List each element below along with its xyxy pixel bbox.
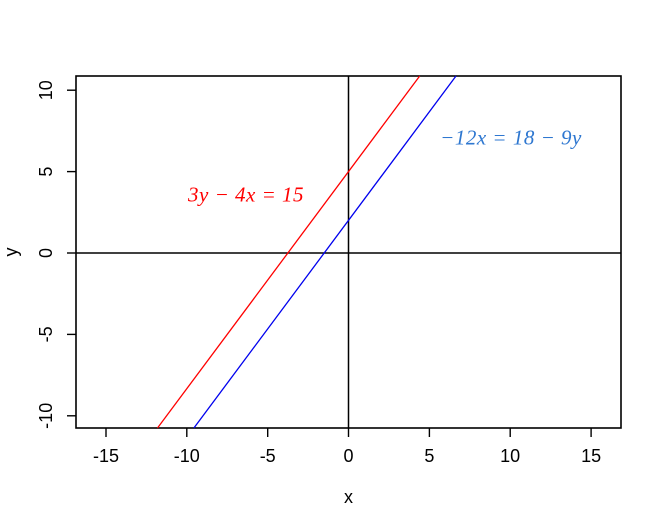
blue-line-12x-18-9y: [193, 75, 457, 429]
x-tick-label: 5: [424, 446, 434, 466]
x-axis-tick-labels: -15 -10 -5 0 5 10 15: [93, 446, 601, 466]
x-tick-label: 15: [581, 446, 601, 466]
y-tick-label: -5: [36, 326, 56, 342]
x-axis-ticks: [105, 428, 592, 437]
y-axis-title: y: [1, 248, 21, 257]
red-equation-label: 3y − 4x = 15: [188, 182, 304, 207]
blue-equation-label: −12x = 18 − 9y: [440, 125, 582, 150]
x-tick-label: -10: [174, 446, 200, 466]
x-axis-title: x: [344, 487, 353, 507]
y-axis-ticks: [67, 89, 76, 417]
x-tick-label: -15: [93, 446, 119, 466]
x-tick-label: 10: [500, 446, 520, 466]
x-tick-label: 0: [343, 446, 353, 466]
red-line-3y-4x-15: [156, 75, 421, 429]
y-axis-tick-labels: -10 -5 0 5 10: [36, 80, 56, 429]
y-tick-label: 10: [36, 80, 56, 100]
y-tick-label: -10: [36, 403, 56, 429]
x-tick-label: -5: [260, 446, 276, 466]
y-tick-label: 0: [36, 248, 56, 258]
y-tick-label: 5: [36, 167, 56, 177]
